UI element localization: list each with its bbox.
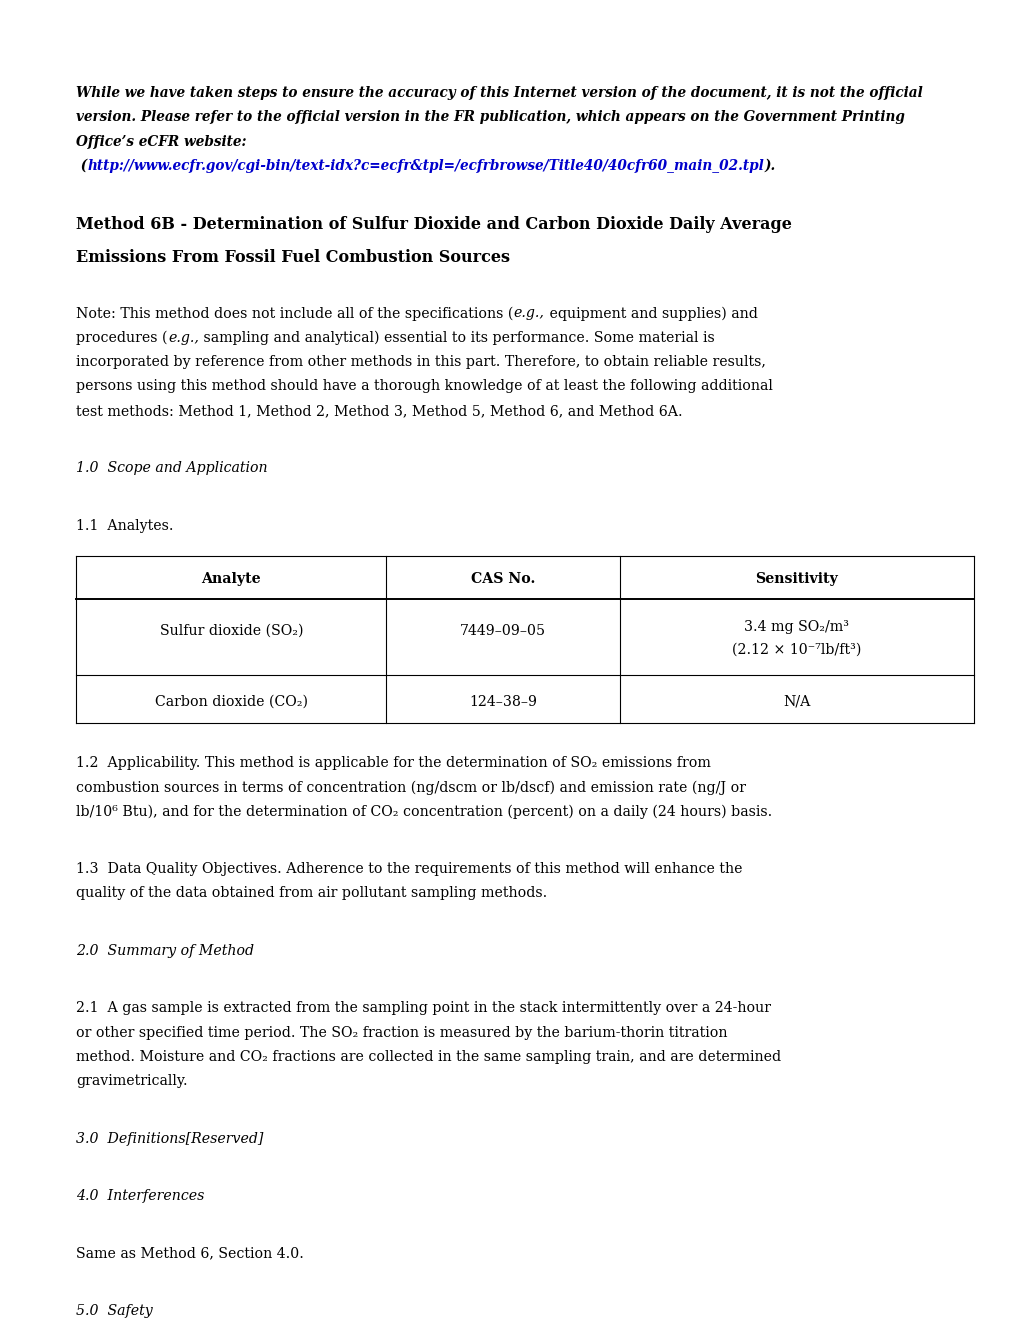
Text: Sensitivity: Sensitivity (755, 572, 838, 586)
Text: gravimetrically.: gravimetrically. (76, 1074, 187, 1089)
Text: 1.1  Analytes.: 1.1 Analytes. (76, 519, 174, 533)
Text: method. Moisture and CO₂ fractions are collected in the same sampling train, and: method. Moisture and CO₂ fractions are c… (76, 1049, 781, 1064)
Text: While we have taken steps to ensure the accuracy of this Internet version of the: While we have taken steps to ensure the … (76, 86, 922, 100)
Text: (: ( (76, 158, 88, 173)
Text: e.g.,: e.g., (168, 330, 199, 345)
Text: 1.0  Scope and Application: 1.0 Scope and Application (76, 461, 268, 475)
Text: 124–38–9: 124–38–9 (469, 694, 536, 709)
Text: 2.1  A gas sample is extracted from the sampling point in the stack intermittent: 2.1 A gas sample is extracted from the s… (76, 1001, 770, 1015)
Text: persons using this method should have a thorough knowledge of at least the follo: persons using this method should have a … (76, 379, 772, 393)
Text: incorporated by reference from other methods in this part. Therefore, to obtain : incorporated by reference from other met… (76, 355, 765, 370)
Text: 1.3  Data Quality Objectives. Adherence to the requirements of this method will : 1.3 Data Quality Objectives. Adherence t… (76, 862, 742, 876)
Text: 1.2  Applicability. This method is applicable for the determination of SO₂ emiss: 1.2 Applicability. This method is applic… (76, 755, 710, 770)
Text: Emissions From Fossil Fuel Combustion Sources: Emissions From Fossil Fuel Combustion So… (76, 248, 510, 265)
Text: 3.4 mg SO₂/m³: 3.4 mg SO₂/m³ (744, 620, 849, 634)
Text: combustion sources in terms of concentration (ng/dscm or lb/dscf) and emission r: combustion sources in terms of concentra… (76, 780, 746, 795)
Text: Sulfur dioxide (SO₂): Sulfur dioxide (SO₂) (159, 624, 303, 638)
Text: Note: This method does not include all of the specifications (: Note: This method does not include all o… (76, 306, 514, 321)
Text: Method 6B - Determination of Sulfur Dioxide and Carbon Dioxide Daily Average: Method 6B - Determination of Sulfur Diox… (76, 216, 792, 234)
Text: N/A: N/A (783, 694, 810, 709)
Text: sampling and analytical) essential to its performance. Some material is: sampling and analytical) essential to it… (199, 330, 714, 345)
Text: Analyte: Analyte (202, 572, 261, 586)
Text: version. Please refer to the official version in the FR publication, which appea: version. Please refer to the official ve… (76, 110, 905, 124)
Text: procedures (: procedures ( (76, 330, 168, 345)
Text: 4.0  Interferences: 4.0 Interferences (76, 1189, 205, 1204)
Text: equipment and supplies) and: equipment and supplies) and (544, 306, 757, 321)
Text: 5.0  Safety: 5.0 Safety (76, 1304, 153, 1319)
Text: CAS No.: CAS No. (470, 572, 535, 586)
Text: 3.0  Definitions[Reserved]: 3.0 Definitions[Reserved] (76, 1131, 264, 1146)
Text: e.g.,: e.g., (514, 306, 544, 321)
Text: 2.0  Summary of Method: 2.0 Summary of Method (76, 944, 255, 958)
Text: test methods: Method 1, Method 2, Method 3, Method 5, Method 6, and Method 6A.: test methods: Method 1, Method 2, Method… (76, 404, 683, 418)
Text: Carbon dioxide (CO₂): Carbon dioxide (CO₂) (155, 694, 308, 709)
Text: lb/10⁶ Btu), and for the determination of CO₂ concentration (percent) on a daily: lb/10⁶ Btu), and for the determination o… (76, 804, 772, 818)
Text: Same as Method 6, Section 4.0.: Same as Method 6, Section 4.0. (76, 1246, 304, 1261)
Text: or other specified time period. The SO₂ fraction is measured by the barium-thori: or other specified time period. The SO₂ … (76, 1026, 728, 1040)
Text: http://www.ecfr.gov/cgi-bin/text-idx?c=ecfr&tpl=/ecfrbrowse/Title40/40cfr60_main: http://www.ecfr.gov/cgi-bin/text-idx?c=e… (88, 158, 764, 173)
Text: (2.12 × 10⁻⁷lb/ft³): (2.12 × 10⁻⁷lb/ft³) (732, 643, 861, 657)
Text: quality of the data obtained from air pollutant sampling methods.: quality of the data obtained from air po… (76, 886, 547, 900)
Text: ).: ). (764, 158, 775, 173)
Text: 7449–09–05: 7449–09–05 (460, 624, 545, 638)
Text: Office’s eCFR website:: Office’s eCFR website: (76, 135, 247, 149)
